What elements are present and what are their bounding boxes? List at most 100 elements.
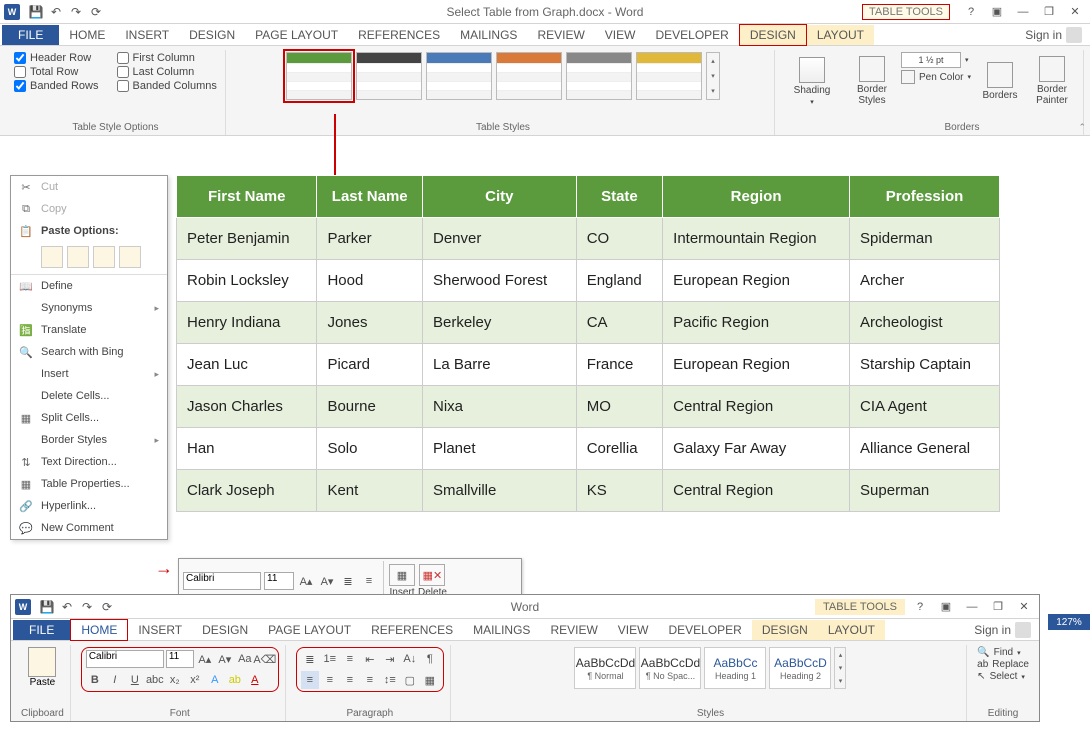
tab-developer[interactable]: DEVELOPER — [658, 620, 751, 640]
table-header-cell[interactable]: Last Name — [317, 176, 423, 218]
table-cell[interactable]: England — [576, 260, 662, 302]
table-cell[interactable]: Nixa — [423, 386, 577, 428]
tab-file[interactable]: FILE — [13, 620, 70, 640]
table-cell[interactable]: Peter Benjamin — [177, 218, 317, 260]
mini-shrink-font[interactable]: A▾ — [318, 572, 336, 590]
table-cell[interactable]: Central Region — [663, 386, 850, 428]
table-style-thumb[interactable] — [286, 52, 352, 100]
table-row[interactable]: Peter BenjaminParkerDenverCOIntermountai… — [177, 218, 1000, 260]
tab-table-design[interactable]: DESIGN — [752, 620, 818, 640]
ctx-new-comment[interactable]: 💬New Comment — [11, 517, 167, 539]
tab-design[interactable]: DESIGN — [179, 25, 245, 45]
table-cell[interactable]: CA — [576, 302, 662, 344]
table-header-cell[interactable]: City — [423, 176, 577, 218]
table-cell[interactable]: Kent — [317, 470, 423, 512]
paste-text-only[interactable] — [119, 246, 141, 268]
qat-undo[interactable]: ↶ — [47, 3, 65, 21]
tab-home[interactable]: HOME — [59, 25, 115, 45]
table-cell[interactable]: Denver — [423, 218, 577, 260]
qat-refresh[interactable]: ⟳ — [87, 3, 105, 21]
ctx-insert[interactable]: Insert▸ — [11, 363, 167, 385]
ctx-search-bing[interactable]: 🔍Search with Bing — [11, 341, 167, 363]
mini-bullets[interactable]: ≣ — [339, 572, 357, 590]
change-case[interactable]: Aa — [236, 650, 254, 668]
text-effects[interactable]: A — [206, 671, 224, 689]
table-cell[interactable]: Robin Locksley — [177, 260, 317, 302]
shading-button[interactable]: Shading ▾ — [789, 52, 835, 110]
table-row[interactable]: Clark JosephKentSmallvilleKSCentral Regi… — [177, 470, 1000, 512]
grow-font[interactable]: A▴ — [196, 650, 214, 668]
replace-button[interactable]: abReplace — [977, 659, 1029, 670]
superscript[interactable]: x² — [186, 671, 204, 689]
table-header-cell[interactable]: State — [576, 176, 662, 218]
table-header-cell[interactable]: First Name — [177, 176, 317, 218]
underline[interactable]: U — [126, 671, 144, 689]
table-cell[interactable]: Berkeley — [423, 302, 577, 344]
tab-view[interactable]: VIEW — [595, 25, 646, 45]
table-cell[interactable]: European Region — [663, 344, 850, 386]
numbering[interactable]: 1≡ — [321, 650, 339, 668]
mini-insert-button[interactable]: ▦ — [389, 564, 415, 586]
qat-redo[interactable]: ↷ — [78, 598, 96, 616]
show-marks[interactable]: ¶ — [421, 650, 439, 668]
table-cell[interactable]: KS — [576, 470, 662, 512]
bold[interactable]: B — [86, 671, 104, 689]
sign-in[interactable]: Sign in — [1025, 27, 1088, 43]
close-icon[interactable]: ✕ — [1013, 598, 1035, 616]
table-cell[interactable]: Planet — [423, 428, 577, 470]
table-cell[interactable]: Jean Luc — [177, 344, 317, 386]
table-cell[interactable]: Henry Indiana — [177, 302, 317, 344]
table-cell[interactable]: France — [576, 344, 662, 386]
table-row[interactable]: Jason CharlesBourneNixaMOCentral RegionC… — [177, 386, 1000, 428]
ribbon-opts-icon[interactable]: ▣ — [935, 598, 957, 616]
style-thumb[interactable]: AaBbCcDd¶ Normal — [574, 647, 636, 689]
ctx-synonyms[interactable]: Synonyms▸ — [11, 297, 167, 319]
paste-keep-source[interactable] — [41, 246, 63, 268]
help-icon[interactable]: ? — [960, 3, 982, 21]
indent-dec[interactable]: ⇤ — [361, 650, 379, 668]
align-center[interactable]: ≡ — [321, 671, 339, 689]
border-width-select[interactable]: 1 ½ pt — [901, 52, 961, 68]
table-cell[interactable]: Galaxy Far Away — [663, 428, 850, 470]
table-cell[interactable]: CIA Agent — [850, 386, 1000, 428]
table-header-cell[interactable]: Region — [663, 176, 850, 218]
indent-inc[interactable]: ⇥ — [381, 650, 399, 668]
minimize-icon[interactable]: — — [961, 598, 983, 616]
select-button[interactable]: ↖Select▾ — [977, 671, 1029, 682]
ctx-text-direction[interactable]: ⇅Text Direction... — [11, 451, 167, 473]
table-cell[interactable]: Hood — [317, 260, 423, 302]
tab-review[interactable]: REVIEW — [540, 620, 607, 640]
borders[interactable]: ▦ — [421, 671, 439, 689]
paste-button[interactable]: Paste — [28, 647, 56, 688]
help-icon[interactable]: ? — [909, 598, 931, 616]
table-cell[interactable]: Superman — [850, 470, 1000, 512]
table-style-thumb[interactable] — [496, 52, 562, 100]
restore-icon[interactable]: ❐ — [987, 598, 1009, 616]
table-cell[interactable]: Han — [177, 428, 317, 470]
table-style-thumb[interactable] — [356, 52, 422, 100]
font-name-select[interactable]: Calibri — [86, 650, 164, 668]
tab-mailings[interactable]: MAILINGS — [450, 25, 527, 45]
tab-page-layout[interactable]: PAGE LAYOUT — [258, 620, 361, 640]
minimize-icon[interactable]: — — [1012, 3, 1034, 21]
table-cell[interactable]: Sherwood Forest — [423, 260, 577, 302]
ctx-hyperlink[interactable]: 🔗Hyperlink... — [11, 495, 167, 517]
table-cell[interactable]: CO — [576, 218, 662, 260]
tab-table-design[interactable]: DESIGN — [739, 24, 807, 46]
tab-page-layout[interactable]: PAGE LAYOUT — [245, 25, 348, 45]
qat-save[interactable]: 💾 — [27, 3, 45, 21]
opt-total-row[interactable]: Total Row — [14, 66, 99, 78]
ctx-delete-cells[interactable]: Delete Cells... — [11, 385, 167, 407]
styles-more[interactable]: ▴▾▾ — [834, 647, 846, 689]
tab-home[interactable]: HOME — [70, 619, 128, 641]
table-cell[interactable]: MO — [576, 386, 662, 428]
justify[interactable]: ≡ — [361, 671, 379, 689]
mini-delete-button[interactable]: ▦✕ — [419, 564, 445, 586]
collapse-ribbon-icon[interactable]: ⌃ — [1078, 122, 1086, 133]
table-cell[interactable]: La Barre — [423, 344, 577, 386]
table-cell[interactable]: Bourne — [317, 386, 423, 428]
table-cell[interactable]: Spiderman — [850, 218, 1000, 260]
table-row[interactable]: HanSoloPlanetCorelliaGalaxy Far AwayAlli… — [177, 428, 1000, 470]
find-button[interactable]: 🔍Find▾ — [977, 647, 1029, 658]
style-thumb[interactable]: AaBbCcDHeading 2 — [769, 647, 831, 689]
